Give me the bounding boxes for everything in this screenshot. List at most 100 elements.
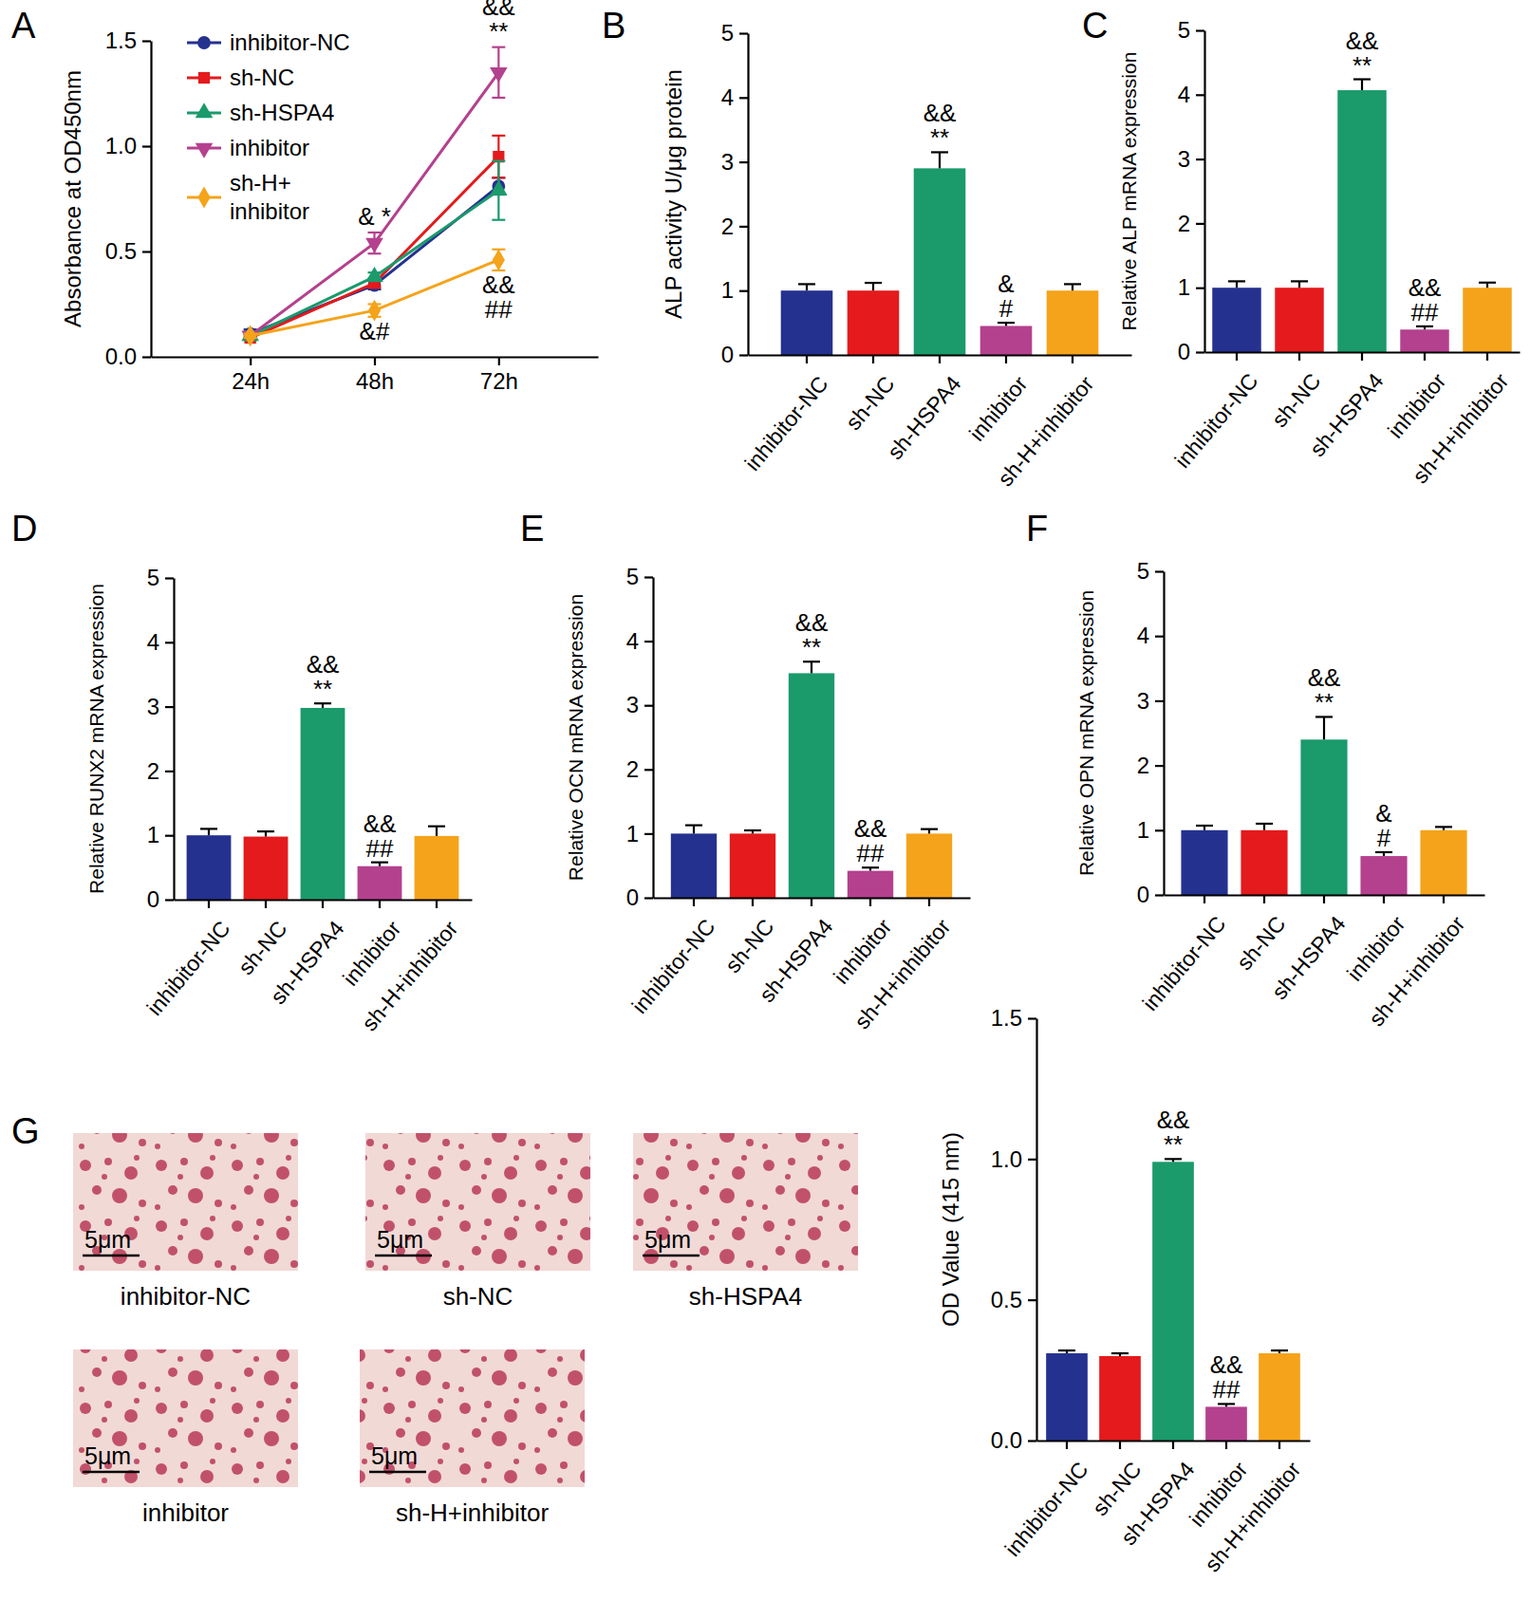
micrograph-image (73, 1349, 299, 1488)
x-tick-mark (751, 897, 754, 907)
x-tick-mark (249, 356, 252, 366)
y-tick-label: 0.0 (105, 343, 137, 370)
tick: 5 (1177, 17, 1205, 43)
y-tick-label: 5 (1137, 558, 1150, 584)
tick: inhibitor-NC (740, 354, 834, 476)
plot-area (1180, 716, 1467, 896)
y-tick-mark (1195, 351, 1205, 354)
x-tick-mark (1071, 354, 1074, 364)
panel-D: D012345Relative RUNX2 mRNA expressioninh… (11, 508, 473, 1036)
tick: sh-HSPA4 (265, 899, 350, 1009)
scale-bar-label: 5μm (371, 1442, 418, 1470)
significance-mark: # (1377, 823, 1392, 853)
y-axis-title: ALP activity U/μg protein (660, 69, 687, 319)
x-tick-mark (1298, 352, 1301, 361)
panel-letter: A (11, 5, 37, 46)
micrograph: 5μmsh-HSPA4 (633, 1133, 859, 1311)
y-tick-label: 1.5 (105, 27, 137, 54)
legend-marker (195, 102, 214, 118)
y-tick-label: 1 (626, 820, 639, 847)
y-tick-label: 1.0 (990, 1146, 1023, 1173)
x-tick-mark (928, 897, 931, 907)
micrograph: 5μminhibitor (73, 1349, 299, 1528)
error-bar (1290, 280, 1308, 288)
significance-mark: ** (930, 123, 950, 152)
tick: 3 (1137, 688, 1164, 714)
significance-mark: ** (802, 633, 821, 662)
panel-letter: E (520, 508, 544, 549)
tick: 0.0 (990, 1427, 1037, 1454)
y-tick-mark (165, 706, 174, 709)
tick: 1 (721, 277, 748, 303)
y-tick-label: 1 (1137, 817, 1150, 843)
bar (671, 833, 717, 898)
y-tick-mark (739, 96, 748, 99)
error-bar (1435, 826, 1453, 830)
x-tick-label: sh-NC (233, 915, 293, 980)
y-tick-mark (1027, 1439, 1037, 1442)
x-tick-label: sh-H+inhibitor (992, 371, 1100, 491)
y-tick-label: 0.0 (990, 1427, 1023, 1454)
significance-mark: ## (1411, 298, 1439, 327)
y-axis: 0.0 0.5 1.0 1.5 (990, 1005, 1038, 1454)
y-tick-mark (165, 835, 174, 838)
error-cap (368, 231, 382, 234)
plot-area (186, 703, 460, 900)
error-cap (491, 46, 505, 49)
tick: 1.0 (990, 1146, 1037, 1173)
bar (1212, 287, 1261, 353)
error-cap (1435, 825, 1453, 828)
y-tick-mark (644, 768, 654, 771)
panel-C: C012345Relative ALP mRNA expressioninhib… (1082, 5, 1521, 488)
y-tick-label: 4 (1137, 622, 1150, 649)
panel-G: G0.00.51.01.5OD Value (415 nm)inhibitor-… (11, 1005, 1311, 1577)
bar (1419, 830, 1467, 896)
x-tick-mark (1382, 895, 1385, 904)
x-tick-label: inhibitor-NC (1000, 1456, 1094, 1562)
legend-item: inhibitor-NC (186, 29, 351, 56)
y-tick-mark (644, 833, 654, 836)
tick: 1 (626, 820, 654, 847)
y-tick-label: 0 (1137, 881, 1150, 908)
tick: sh-H+inhibitor (992, 354, 1100, 491)
y-tick-label: 1.0 (105, 132, 137, 159)
plot-area (781, 151, 1100, 355)
x-tick-mark (373, 356, 376, 366)
micrograph-caption: inhibitor-NC (120, 1282, 251, 1311)
y-tick-label: 3 (626, 691, 639, 718)
y-axis-title: Relative ALP mRNA expression (1118, 52, 1140, 332)
y-tick-mark (739, 32, 748, 35)
x-tick-mark (435, 899, 438, 909)
y-tick-mark (1155, 635, 1164, 638)
y-tick-mark (165, 577, 174, 579)
x-tick-label: sh-H+inhibitor (1363, 911, 1471, 1031)
bar (1046, 290, 1100, 355)
y-tick-mark (1195, 29, 1205, 32)
legend-marker (197, 186, 210, 209)
error-bar (200, 828, 218, 836)
tick: sh-HSPA4 (1267, 895, 1351, 1005)
tick: 5 (721, 19, 748, 46)
legend-marker (198, 72, 210, 84)
tick: sh-H+inhibitor (1199, 1440, 1307, 1577)
series (241, 47, 507, 347)
x-tick-label: sh-NC (1231, 911, 1291, 975)
significance-mark: ** (1314, 688, 1334, 717)
tick: sh-NC (840, 354, 900, 435)
bar (847, 871, 894, 898)
error-cap (798, 282, 816, 285)
error-bar (1063, 283, 1082, 291)
figure: A0.00.51.01.5Absorbance at OD450nm24h48h… (0, 0, 1530, 1600)
y-tick-label: 2 (147, 758, 160, 784)
y-tick-label: 1.5 (990, 1005, 1023, 1031)
legend-item: sh-NC (186, 64, 295, 91)
tick: 0.5 (105, 238, 151, 264)
legend-item: inhibitor (186, 134, 310, 161)
tick: 0.5 (990, 1287, 1037, 1313)
error-bar (428, 826, 446, 837)
y-axis: 012345 (147, 564, 175, 913)
error-bar (1228, 280, 1246, 288)
error-bar (1478, 282, 1496, 288)
significance-mark: & * (357, 202, 392, 231)
error-cap (920, 828, 938, 831)
